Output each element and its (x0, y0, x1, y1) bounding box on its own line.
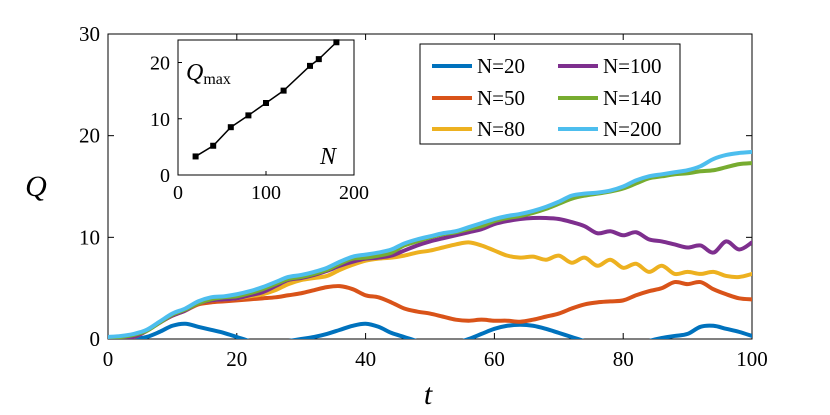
legend-item: N=20 (432, 54, 525, 78)
legend-label: N=140 (603, 86, 662, 110)
legend-item: N=140 (558, 86, 662, 110)
legend-item: N=50 (432, 86, 525, 110)
x-tick-label: 80 (613, 347, 634, 371)
legend-label: N=50 (477, 86, 525, 110)
inset-x-label: N (319, 144, 338, 170)
legend-label: N=200 (603, 117, 662, 141)
inset-marker (333, 39, 340, 46)
inset-marker (307, 62, 313, 69)
inset-marker (315, 56, 322, 63)
inset-x-tick-label: 200 (339, 182, 369, 204)
legend-label: N=100 (603, 54, 662, 78)
inset-x-tick-label: 0 (173, 182, 183, 204)
y-tick-label: 20 (79, 124, 100, 148)
legend: N=20 N=50 N=80 N=100 N=140 N=200 (419, 43, 681, 145)
series-line-n-50 (108, 279, 752, 339)
legend-item: N=100 (558, 54, 662, 78)
legend-label: N=20 (477, 54, 525, 78)
inset-x-tick-label: 100 (251, 182, 281, 204)
inset-y-tick-label: 10 (150, 109, 170, 131)
series-line-n-200 (108, 149, 752, 339)
inset-y-tick-label: 0 (160, 165, 170, 187)
legend-label: N=80 (477, 117, 525, 141)
legend-item: N=80 (432, 117, 525, 141)
inset-series (192, 39, 340, 160)
x-tick-label: 100 (736, 347, 768, 371)
y-tick-label: 30 (79, 22, 100, 46)
main-y-label: Q (25, 170, 47, 203)
y-tick-label: 0 (90, 327, 101, 351)
legend-items: N=20 N=50 N=80 N=100 N=140 N=200 (432, 54, 662, 141)
series-line-n-20 (108, 321, 752, 339)
inset-marker (280, 87, 287, 94)
inset-marker (210, 142, 217, 149)
inset-y-label: Qmax (186, 60, 231, 88)
main-x-label: t (424, 378, 433, 411)
inset-y-tick-label: 20 (150, 53, 170, 75)
inset-plot-frame (177, 39, 355, 176)
inset-marker (245, 112, 252, 119)
inset-chart: 0 100 200 0 10 20 Qmax N (150, 39, 369, 204)
inset-ticks: 0 100 200 0 10 20 (150, 53, 369, 205)
series-lines (108, 149, 752, 339)
legend-item: N=200 (558, 117, 662, 141)
inset-marker (263, 100, 269, 106)
y-tick-label: 10 (79, 225, 100, 249)
x-tick-label: 20 (226, 347, 247, 371)
x-tick-label: 40 (355, 347, 376, 371)
main-series (108, 149, 752, 339)
x-tick-label: 0 (103, 347, 114, 371)
x-tick-label: 60 (484, 347, 505, 371)
inset-marker (227, 124, 234, 131)
inset-marker (192, 153, 199, 160)
